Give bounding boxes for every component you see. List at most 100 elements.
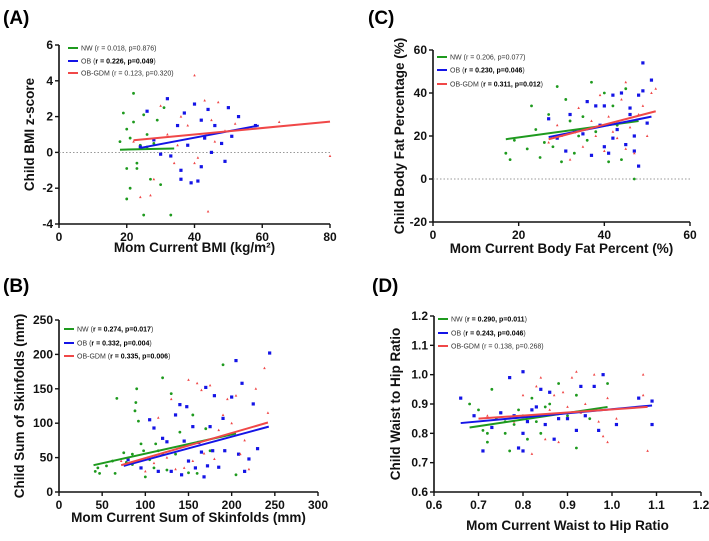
data-point-ob bbox=[602, 145, 606, 149]
data-point-ob bbox=[240, 381, 244, 385]
y-tick-label: 0.6 bbox=[411, 485, 428, 499]
series-ob-gdm bbox=[119, 366, 270, 473]
data-point-nw bbox=[125, 197, 129, 201]
data-point-ob bbox=[234, 358, 238, 363]
data-point-nw bbox=[130, 452, 134, 456]
data-point-ob bbox=[547, 117, 551, 121]
x-tick-label: 60 bbox=[256, 230, 270, 244]
data-point-ob bbox=[223, 449, 227, 453]
data-point-nw bbox=[594, 130, 598, 134]
data-point-ob bbox=[557, 417, 561, 421]
legend-entry-nw: NW (r = 0.290, p=0.011) bbox=[451, 317, 527, 324]
data-point-nw bbox=[187, 471, 190, 475]
data-point-nw bbox=[490, 387, 494, 391]
data-point-ob bbox=[579, 384, 583, 388]
data-point-nw bbox=[204, 427, 208, 431]
data-point-nw bbox=[128, 136, 132, 140]
data-point-ob bbox=[186, 459, 191, 463]
data-point-ob bbox=[247, 457, 251, 461]
y-tick-label: 250 bbox=[33, 313, 53, 327]
data-point-ob-gdm bbox=[592, 373, 596, 376]
data-point-nw bbox=[128, 186, 132, 190]
data-point-ob bbox=[583, 414, 587, 418]
data-point-ob bbox=[221, 416, 225, 420]
data-point-ob-gdm bbox=[539, 376, 543, 379]
series-ob-gdm bbox=[547, 80, 658, 161]
legend-stats: r = 0.290, p=0.011 bbox=[467, 317, 525, 324]
data-point-ob-gdm bbox=[530, 452, 534, 455]
x-tick-label: 20 bbox=[512, 228, 526, 242]
legend-series-name: NW bbox=[81, 46, 93, 53]
data-point-nw bbox=[620, 158, 623, 162]
y-axis-label: Child Sum of Skinfolds (mm) bbox=[12, 314, 27, 499]
y-tick-label: 0.8 bbox=[411, 426, 428, 440]
data-point-nw bbox=[606, 382, 609, 385]
data-point-ob bbox=[199, 118, 203, 122]
x-tick-label: 20 bbox=[120, 230, 134, 244]
data-point-ob bbox=[649, 78, 654, 82]
data-point-ob bbox=[196, 179, 200, 183]
data-point-ob bbox=[632, 149, 636, 153]
data-point-ob-gdm bbox=[159, 104, 162, 107]
data-point-nw bbox=[115, 397, 119, 400]
data-point-nw bbox=[154, 442, 158, 446]
data-point-nw bbox=[195, 472, 199, 475]
data-point-nw bbox=[135, 167, 139, 170]
data-point-ob bbox=[614, 422, 619, 427]
data-point-nw bbox=[508, 449, 512, 453]
data-point-ob-gdm bbox=[208, 383, 212, 387]
data-point-ob-gdm bbox=[165, 456, 169, 459]
data-point-ob-gdm bbox=[196, 156, 200, 159]
data-point-ob bbox=[199, 450, 204, 454]
data-point-ob-gdm bbox=[139, 195, 142, 199]
data-point-ob bbox=[178, 403, 182, 407]
data-point-ob-gdm bbox=[615, 136, 619, 140]
data-point-ob-gdm bbox=[584, 402, 587, 405]
data-point-nw bbox=[538, 156, 542, 159]
data-point-ob-gdm bbox=[611, 130, 615, 133]
data-point-ob-gdm bbox=[203, 98, 206, 102]
legend-series-name: OB bbox=[77, 341, 87, 348]
y-tick-label: 100 bbox=[33, 416, 53, 430]
data-point-ob bbox=[165, 440, 169, 444]
data-point-nw bbox=[96, 466, 100, 470]
data-point-ob bbox=[236, 115, 241, 119]
data-point-nw bbox=[512, 423, 516, 426]
data-point-nw bbox=[113, 472, 117, 475]
data-point-ob bbox=[243, 469, 247, 473]
legend-stats: r = 0.332, p=0.004 bbox=[91, 341, 149, 348]
legend-paren: ( bbox=[480, 344, 485, 351]
data-point-nw bbox=[125, 167, 129, 170]
data-point-nw bbox=[208, 449, 212, 453]
fit-line-ob bbox=[123, 425, 270, 467]
data-point-nw bbox=[548, 402, 552, 406]
data-point-ob-gdm bbox=[624, 147, 628, 150]
y-tick-label: 4 bbox=[46, 74, 53, 88]
data-point-ob bbox=[199, 165, 203, 169]
y-tick-label: 50 bbox=[40, 451, 54, 465]
data-point-ob bbox=[499, 411, 503, 415]
data-point-ob-gdm bbox=[535, 384, 538, 388]
x-tick-label: 200 bbox=[222, 498, 242, 512]
data-point-ob-gdm bbox=[575, 370, 578, 373]
data-point-nw bbox=[504, 151, 508, 155]
data-point-nw bbox=[539, 431, 543, 435]
data-point-ob bbox=[602, 104, 606, 108]
data-point-ob-gdm bbox=[561, 390, 565, 394]
data-point-ob bbox=[592, 384, 596, 388]
data-point-ob bbox=[145, 109, 149, 113]
data-point-nw bbox=[530, 396, 534, 400]
data-point-ob bbox=[175, 123, 180, 128]
data-point-ob-gdm bbox=[598, 93, 602, 97]
y-tick-label: 0.7 bbox=[411, 456, 428, 470]
data-point-ob bbox=[459, 396, 463, 400]
data-point-nw bbox=[221, 363, 225, 367]
data-point-ob bbox=[179, 177, 183, 181]
data-point-ob bbox=[159, 152, 163, 156]
data-point-nw bbox=[486, 440, 489, 444]
data-point-nw bbox=[162, 106, 166, 110]
legend-paren: ( bbox=[87, 341, 92, 348]
data-point-ob-gdm bbox=[328, 154, 332, 157]
fit-line-ob-gdm bbox=[478, 405, 648, 420]
legend-entry-nw: NW (r = 0.274, p=0.017) bbox=[77, 327, 153, 334]
